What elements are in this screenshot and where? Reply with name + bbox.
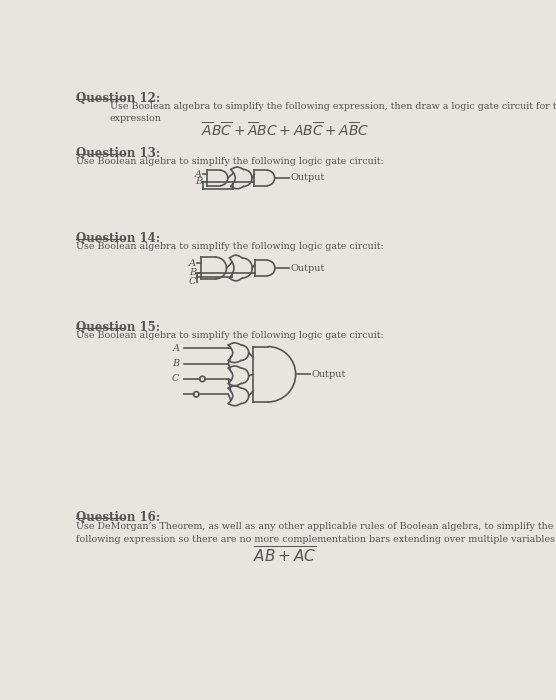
Text: Use Boolean algebra to simplify the following expression, then draw a logic gate: Use Boolean algebra to simplify the foll… [110,102,556,123]
Text: C: C [188,277,196,286]
Text: Output: Output [290,174,325,183]
Text: B: B [188,268,196,277]
Text: A: A [189,259,196,268]
Text: A: A [172,344,180,353]
Text: Question 15:: Question 15: [76,321,160,334]
Text: B: B [195,177,202,186]
Text: Use Boolean algebra to simplify the following logic gate circuit:: Use Boolean algebra to simplify the foll… [76,331,384,340]
Text: Use Boolean algebra to simplify the following logic gate circuit:: Use Boolean algebra to simplify the foll… [76,242,384,251]
Text: Question 14:: Question 14: [76,232,160,245]
Text: Use Boolean algebra to simplify the following logic gate circuit:: Use Boolean algebra to simplify the foll… [76,157,384,166]
Text: $\overline{AB+AC}$: $\overline{AB+AC}$ [253,546,317,566]
Text: C: C [172,374,180,384]
Text: Question 12:: Question 12: [76,92,160,105]
Text: Output: Output [311,370,345,379]
Text: A: A [195,169,202,178]
Text: Question 13:: Question 13: [76,147,160,160]
Text: Use DeMorgan’s Theorem, as well as any other applicable rules of Boolean algebra: Use DeMorgan’s Theorem, as well as any o… [76,522,556,545]
Text: Question 16:: Question 16: [76,511,160,524]
Text: Output: Output [290,263,325,272]
Text: $\overline{A}B\overline{C}+\overline{A}BC+AB\overline{C}+A\overline{B}C$: $\overline{A}B\overline{C}+\overline{A}B… [201,121,369,139]
Text: B: B [172,359,180,368]
